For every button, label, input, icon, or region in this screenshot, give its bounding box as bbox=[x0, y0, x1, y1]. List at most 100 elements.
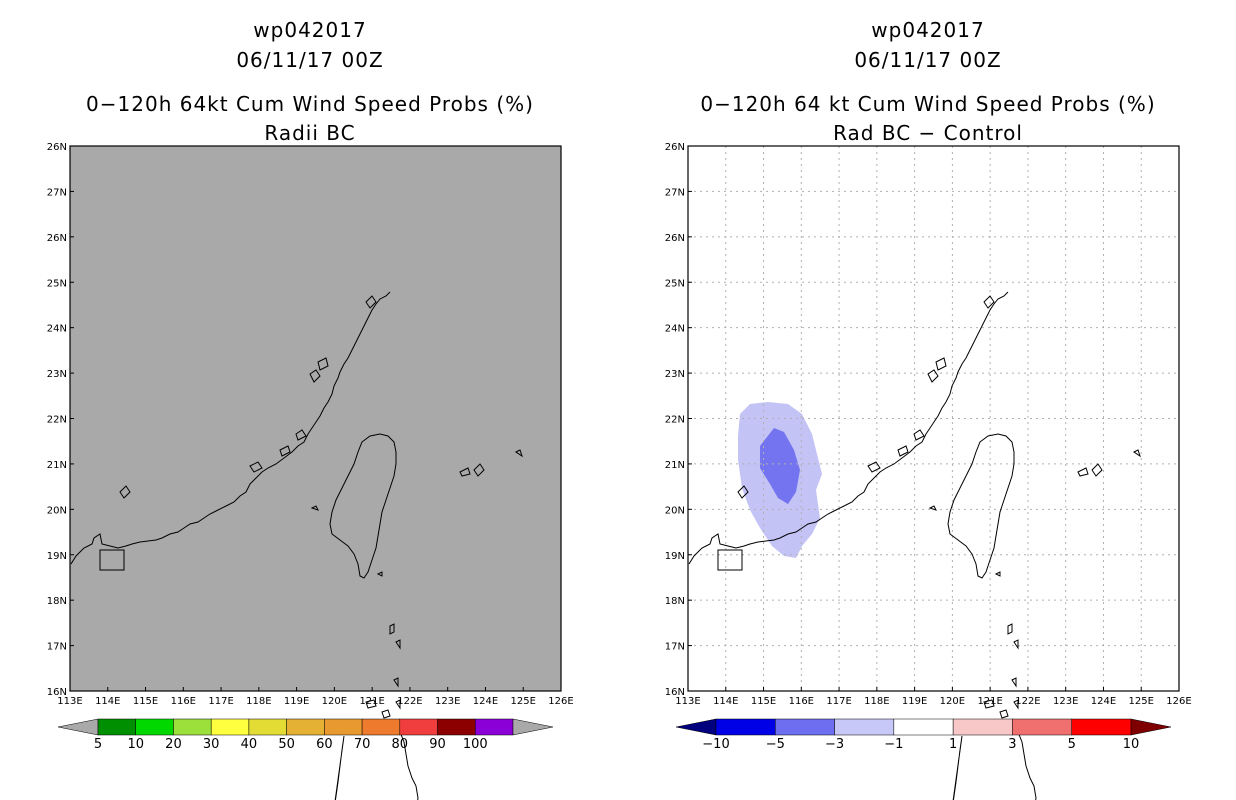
right-colorbar: −10 −5 −3 −1 1 3 5 10 bbox=[675, 718, 1172, 752]
left-colorbar-swatch bbox=[248, 718, 287, 736]
right-colorbar-swatch bbox=[893, 718, 954, 736]
left-lat-label: 27N bbox=[47, 187, 67, 198]
left-lon-label: 126E bbox=[548, 696, 573, 707]
right-lon-label: 114E bbox=[713, 696, 738, 707]
right-lon-label: 119E bbox=[902, 696, 927, 707]
right-colorbar-swatch bbox=[952, 718, 1013, 736]
right-colorbar-label: −3 bbox=[825, 737, 844, 752]
left-colorbar-over-arrow bbox=[512, 718, 554, 736]
right-lat-label: 16N bbox=[665, 687, 685, 698]
left-colorbar-label: 20 bbox=[165, 737, 182, 752]
left-colorbar-label: 70 bbox=[354, 737, 371, 752]
right-colorbar-swatch bbox=[775, 718, 835, 736]
left-lat-label: 18N bbox=[47, 596, 67, 607]
left-lon-label: 120E bbox=[322, 696, 347, 707]
left-colorbar-label: 50 bbox=[278, 737, 295, 752]
left-lat-label: 21N bbox=[47, 460, 67, 471]
left-colorbar-swatch bbox=[475, 718, 514, 736]
left-colorbar-label: 90 bbox=[429, 737, 446, 752]
left-colorbar-label: 5 bbox=[94, 737, 102, 752]
right-lon-label: 116E bbox=[789, 696, 814, 707]
left-colorbar-label: 40 bbox=[241, 737, 258, 752]
left-colorbar-swatch bbox=[437, 718, 476, 736]
left-lon-label: 114E bbox=[95, 696, 120, 707]
left-title-date: 06/11/17 00Z bbox=[236, 48, 384, 72]
right-lat-label: 24N bbox=[665, 324, 685, 335]
right-lat-label: 20N bbox=[665, 505, 685, 516]
right-colorbar-swatch bbox=[1012, 718, 1072, 736]
right-lat-label: 27N bbox=[665, 187, 685, 198]
right-lon-label: 122E bbox=[1015, 696, 1040, 707]
right-title-storm-id: wp042017 bbox=[871, 18, 985, 42]
right-lon-label: 113E bbox=[675, 696, 700, 707]
left-lon-label: 118E bbox=[246, 696, 271, 707]
left-colorbar-swatch bbox=[97, 718, 136, 736]
left-colorbar-swatch bbox=[324, 718, 363, 736]
right-colorbar-under-arrow bbox=[675, 718, 717, 736]
right-colorbar-label: −1 bbox=[884, 737, 903, 752]
right-lat-label: 26N bbox=[665, 233, 685, 244]
left-colorbar: 5 10 20 30 40 50 60 70 80 90 100 bbox=[57, 718, 554, 752]
left-colorbar-under-arrow bbox=[57, 718, 99, 736]
right-lon-label: 117E bbox=[826, 696, 851, 707]
right-lon-label: 126E bbox=[1166, 696, 1191, 707]
right-lat-label: 18N bbox=[665, 596, 685, 607]
left-colorbar-label: 10 bbox=[127, 737, 144, 752]
right-colorbar-label: −10 bbox=[702, 737, 729, 752]
right-map-panel: 113E 114E 115E 116E 117E 118E 119E 120E 121E 122E… bbox=[665, 142, 1192, 800]
right-lat-label: 19N bbox=[665, 551, 685, 562]
right-colorbar-label: 5 bbox=[1068, 737, 1076, 752]
right-colorbar-over-arrow bbox=[1130, 718, 1172, 736]
left-colorbar-label: 80 bbox=[392, 737, 409, 752]
left-map-background bbox=[70, 146, 561, 691]
right-lon-label: 121E bbox=[977, 696, 1002, 707]
left-lat-label: 24N bbox=[47, 324, 67, 335]
contour-minus3-to-minus5 bbox=[760, 428, 800, 504]
right-lat-label: 25N bbox=[665, 278, 685, 289]
left-map-panel: 113E 114E 115E 116E 117E 118E 119E 120E 121E 122E… bbox=[47, 142, 574, 800]
right-colorbar-swatch bbox=[834, 718, 895, 736]
right-lon-label: 115E bbox=[751, 696, 776, 707]
right-colorbar-label: 1 bbox=[949, 737, 957, 752]
left-lat-label: 26N bbox=[47, 233, 67, 244]
left-colorbar-label: 100 bbox=[463, 737, 488, 752]
left-colorbar-swatch bbox=[286, 718, 325, 736]
left-colorbar-swatch bbox=[399, 718, 438, 736]
right-title-product: 0−120h 64 kt Cum Wind Speed Probs (%) bbox=[700, 92, 1156, 116]
right-colorbar-label: −5 bbox=[766, 737, 785, 752]
left-lat-label: 25N bbox=[47, 278, 67, 289]
right-colorbar-label: 3 bbox=[1008, 737, 1016, 752]
right-colorbar-swatch bbox=[1071, 718, 1132, 736]
left-lon-label: 122E bbox=[397, 696, 422, 707]
left-lon-label: 124E bbox=[473, 696, 498, 707]
right-lat-label: 21N bbox=[665, 460, 685, 471]
left-lon-label: 113E bbox=[57, 696, 82, 707]
right-lat-label: 22N bbox=[665, 415, 685, 426]
right-title-subtitle: Rad BC − Control bbox=[833, 121, 1023, 145]
right-colorbar-swatch bbox=[715, 718, 776, 736]
left-lon-label: 117E bbox=[208, 696, 233, 707]
left-lon-label: 125E bbox=[511, 696, 536, 707]
left-colorbar-label: 60 bbox=[316, 737, 333, 752]
left-colorbar-label: 30 bbox=[203, 737, 220, 752]
left-lat-label: 23N bbox=[47, 369, 67, 380]
left-title-storm-id: wp042017 bbox=[253, 18, 367, 42]
right-title-date: 06/11/17 00Z bbox=[854, 48, 1002, 72]
left-title-product: 0−120h 64kt Cum Wind Speed Probs (%) bbox=[86, 92, 534, 116]
left-lon-label: 115E bbox=[133, 696, 158, 707]
left-lat-label: 20N bbox=[47, 505, 67, 516]
left-colorbar-swatch bbox=[173, 718, 212, 736]
right-lat-label: 23N bbox=[665, 369, 685, 380]
right-lat-label: 26N bbox=[665, 142, 685, 153]
left-lat-label: 16N bbox=[47, 687, 67, 698]
left-colorbar-swatch bbox=[210, 718, 250, 736]
left-lat-label: 22N bbox=[47, 415, 67, 426]
left-lon-label: 116E bbox=[171, 696, 196, 707]
right-lon-label: 125E bbox=[1129, 696, 1154, 707]
left-lon-label: 119E bbox=[284, 696, 309, 707]
right-map-gridlines bbox=[688, 146, 1179, 691]
right-lon-label: 118E bbox=[864, 696, 889, 707]
left-lon-label: 123E bbox=[435, 696, 460, 707]
left-title-subtitle: Radii BC bbox=[264, 121, 356, 145]
